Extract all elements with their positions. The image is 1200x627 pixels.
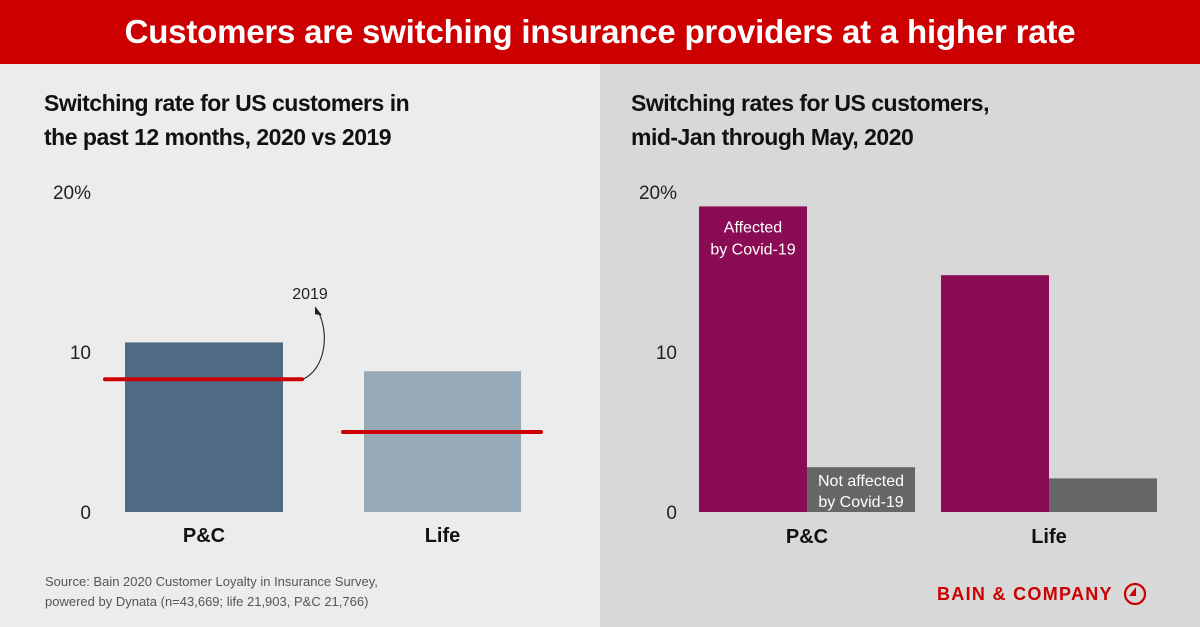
right-panel: Switching rates for US customers, mid-Ja…: [600, 64, 1200, 627]
y-tick-label: 10: [70, 343, 91, 364]
logo-text: BAIN & COMPANY: [937, 583, 1113, 604]
bain-clock-icon: [1123, 582, 1146, 606]
source-line1: Source: Bain 2020 Customer Loyalty in In…: [45, 574, 378, 589]
bar-not-affected-life: [1049, 478, 1157, 512]
bar-2020-life: [364, 371, 521, 512]
x-category-label: Life: [425, 525, 461, 547]
x-category-label: P&C: [786, 526, 828, 548]
annotation-2019-label: 2019: [292, 286, 328, 303]
bar-2020-pc: [125, 342, 283, 512]
page-title: Customers are switching insurance provid…: [124, 13, 1076, 50]
bain-logo: BAIN & COMPANY: [937, 582, 1147, 606]
y-tick-label: 20%: [53, 183, 91, 204]
right-chart: 0 10 20% Affected by Covid-19 Not affected by …: [639, 183, 1157, 548]
series-label-line2: by Covid-19: [818, 494, 903, 511]
right-title-line1: Switching rates for US customers,: [631, 90, 989, 116]
left-title-line2: the past 12 months, 2020 vs 2019: [44, 124, 392, 150]
right-chart-title: Switching rates for US customers, mid-Ja…: [631, 86, 989, 154]
y-tick-label: 20%: [639, 183, 677, 204]
source-note: Source: Bain 2020 Customer Loyalty in In…: [45, 572, 378, 612]
header-banner: Customers are switching insurance provid…: [0, 0, 1200, 64]
annotation-arrowhead: [315, 306, 322, 316]
series-label-line1: Affected: [724, 219, 782, 236]
y-tick-label: 0: [80, 503, 91, 524]
y-tick-label: 10: [656, 343, 677, 364]
left-panel: Switching rate for US customers in the p…: [0, 64, 600, 627]
left-chart-title: Switching rate for US customers in the p…: [44, 86, 410, 154]
annotation-arrow: [302, 310, 325, 380]
left-title-line1: Switching rate for US customers in: [44, 90, 410, 116]
x-category-label: Life: [1031, 526, 1067, 548]
series-label-line2: by Covid-19: [710, 241, 795, 258]
bar-affected-pc: [699, 206, 807, 512]
right-title-line2: mid-Jan through May, 2020: [631, 124, 914, 150]
left-chart: 0 10 20% P&C Life 2019: [53, 183, 543, 547]
x-category-label: P&C: [183, 525, 225, 547]
y-tick-label: 0: [666, 503, 677, 524]
series-label-line1: Not affected: [818, 473, 904, 490]
source-line2: powered by Dynata (n=43,669; life 21,903…: [45, 594, 369, 609]
bar-not-affected-pc: [807, 467, 915, 512]
bar-affected-life: [941, 275, 1049, 512]
